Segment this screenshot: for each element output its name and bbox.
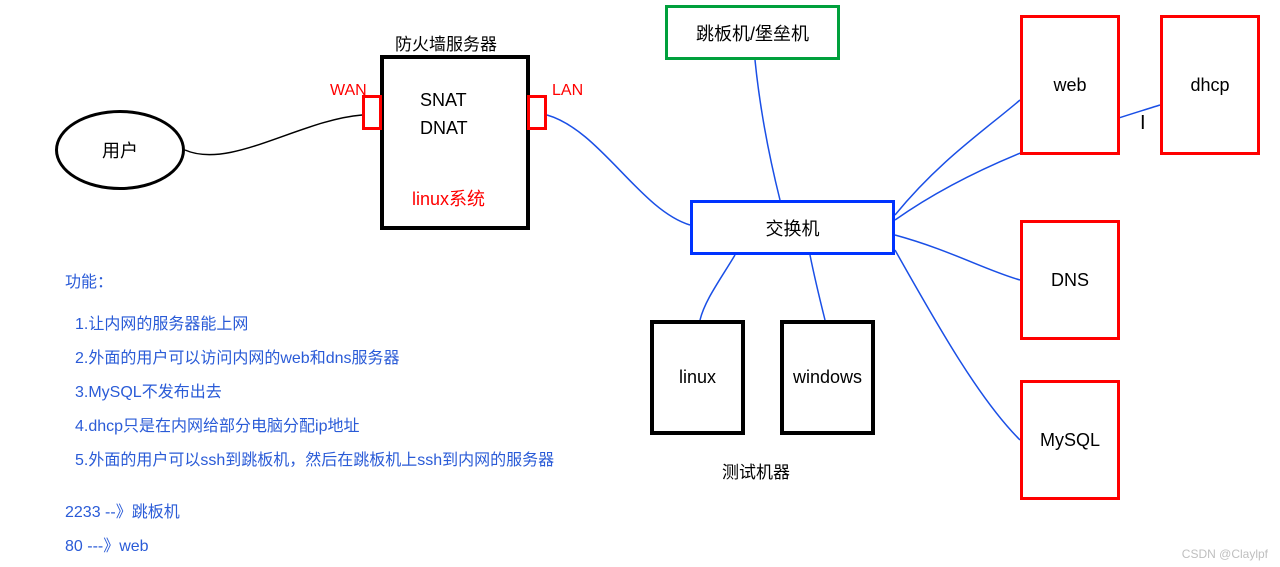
func-item: 1.让内网的服务器能上网: [75, 310, 554, 334]
watermark: CSDN @Claylpf: [1182, 547, 1268, 561]
diagram-canvas: { "colors":{ "black":"#000000", "red":"#…: [0, 0, 1280, 567]
wan-port: [362, 95, 382, 130]
node-switch: 交换机: [690, 200, 895, 255]
node-mysql: MySQL: [1020, 380, 1120, 500]
linux-os-label: linux系统: [412, 185, 485, 211]
dns-label: DNS: [1051, 270, 1089, 291]
functions-block: 功能： 1.让内网的服务器能上网 2.外面的用户可以访问内网的web和dns服务…: [75, 268, 554, 567]
node-dns: DNS: [1020, 220, 1120, 340]
jump-label: 跳板机/堡垒机: [696, 20, 809, 46]
lan-port: [527, 95, 547, 130]
mysql-label: MySQL: [1040, 430, 1100, 451]
func-item: 2.外面的用户可以访问内网的web和dns服务器: [75, 344, 554, 368]
switch-label: 交换机: [766, 215, 820, 241]
node-windows: windows: [780, 320, 875, 435]
windows-label: windows: [793, 367, 862, 388]
snat-label: SNAT: [420, 90, 467, 111]
node-user: 用户: [55, 110, 185, 190]
wan-label: WAN: [330, 82, 367, 100]
port-item: 2233 --》跳板机: [65, 498, 554, 522]
node-jump: 跳板机/堡垒机: [665, 5, 840, 60]
text-cursor-icon: I: [1140, 112, 1146, 135]
func-item: 5.外面的用户可以ssh到跳板机，然后在跳板机上ssh到内网的服务器: [75, 446, 554, 470]
web-label: web: [1053, 75, 1086, 96]
func-item: 4.dhcp只是在内网给部分电脑分配ip地址: [75, 412, 554, 436]
firewall-title: 防火墙服务器: [395, 30, 497, 55]
functions-title: 功能：: [65, 268, 554, 292]
port-item: 80 ---》web: [65, 532, 554, 556]
linux-label: linux: [679, 367, 716, 388]
dnat-label: DNAT: [420, 118, 468, 139]
node-dhcp: dhcp: [1160, 15, 1260, 155]
test-machines-label: 测试机器: [722, 458, 790, 483]
dhcp-label: dhcp: [1190, 75, 1229, 96]
node-web: web: [1020, 15, 1120, 155]
node-linux: linux: [650, 320, 745, 435]
lan-label: LAN: [552, 82, 583, 100]
func-item: 3.MySQL不发布出去: [75, 378, 554, 402]
user-label: 用户: [102, 137, 138, 163]
